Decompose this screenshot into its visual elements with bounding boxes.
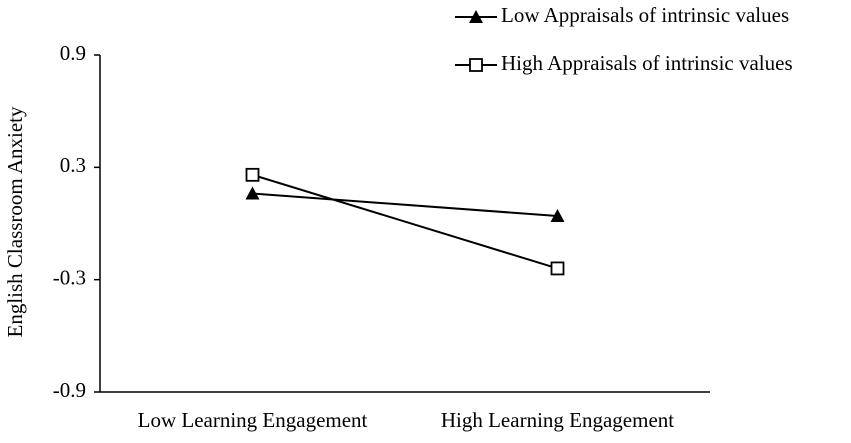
marker xyxy=(245,167,260,182)
y-tick-label: 0.9 xyxy=(60,41,86,65)
y-axis-label: English Classroom Anxiety xyxy=(3,106,27,338)
legend-label: Low Appraisals of intrinsic values xyxy=(501,3,789,27)
y-tick-label: -0.3 xyxy=(53,265,86,289)
marker xyxy=(550,209,565,223)
series-line xyxy=(252,173,558,270)
y-tick-label: 0.3 xyxy=(60,153,86,177)
marker xyxy=(469,10,483,23)
legend-label: High Appraisals of intrinsic values xyxy=(501,51,793,75)
marker xyxy=(245,186,260,200)
series-line xyxy=(252,192,558,218)
marker xyxy=(469,58,483,72)
marker xyxy=(550,261,565,276)
y-tick-label: -0.9 xyxy=(53,378,86,402)
x-tick-label: Low Learning Engagement xyxy=(138,408,368,432)
x-tick-label: High Learning Engagement xyxy=(441,408,674,432)
